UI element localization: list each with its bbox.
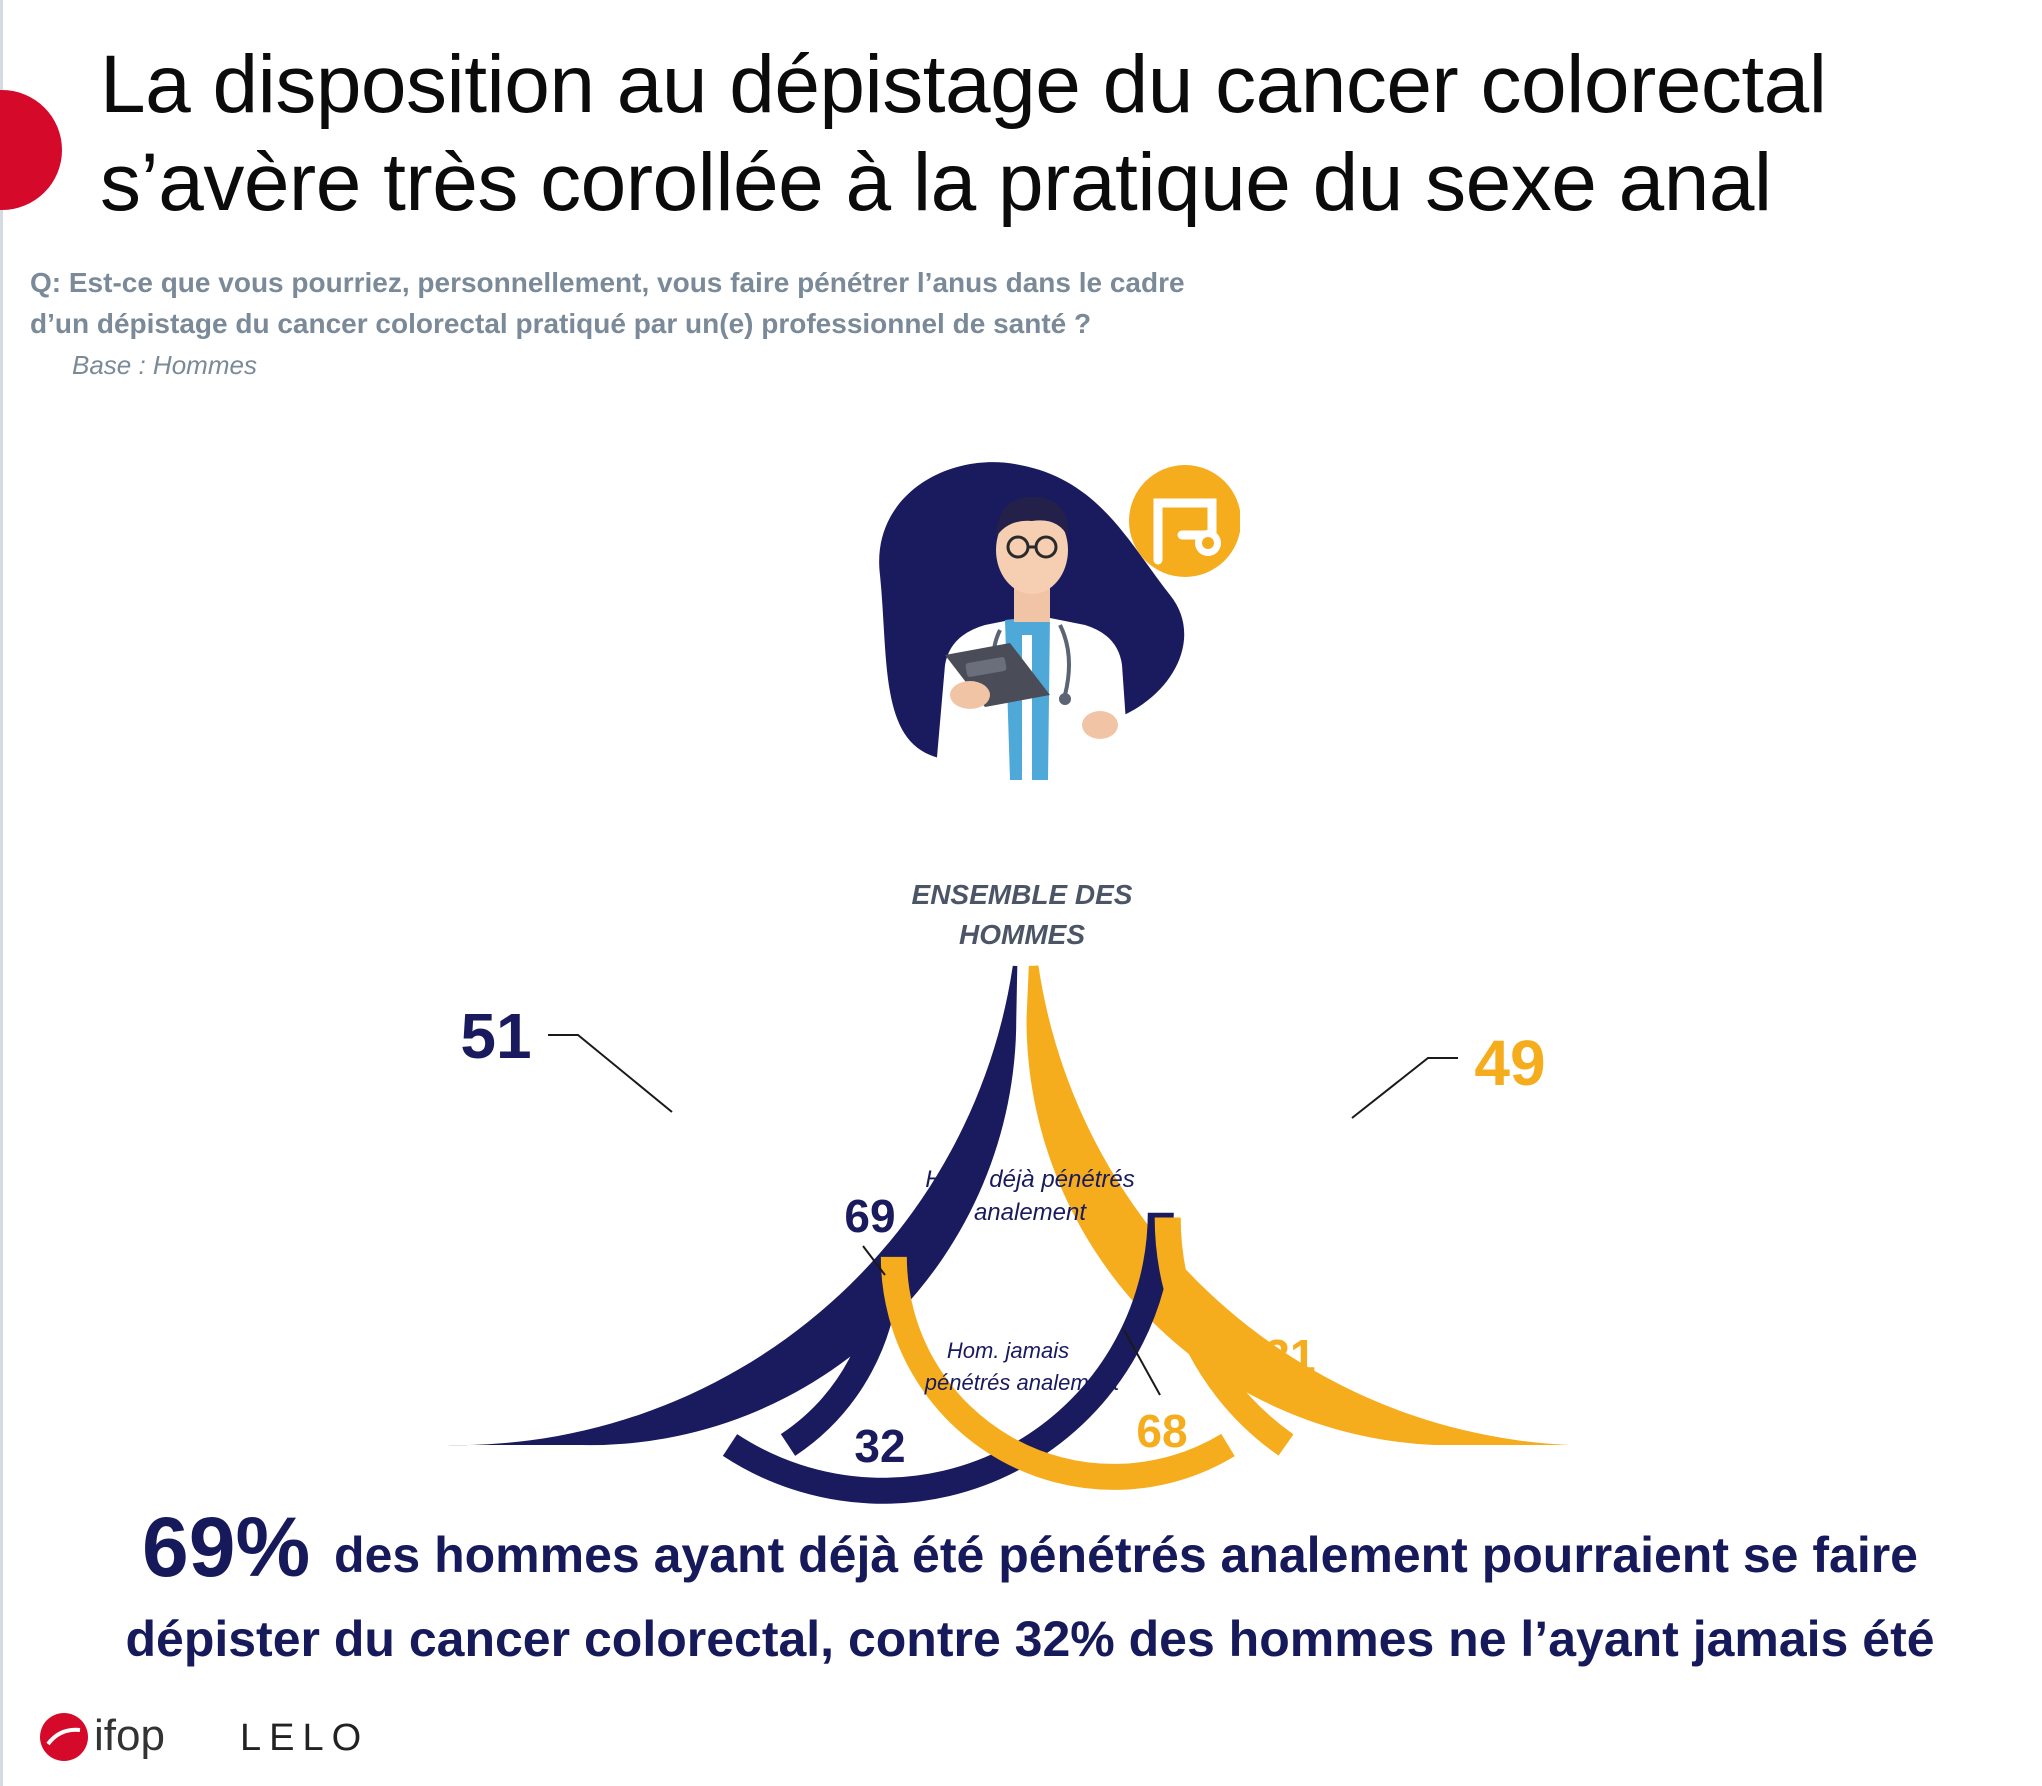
page-title: La disposition au dépistage du cancer co… — [100, 36, 2000, 232]
middle-series-label-line-2: analement — [974, 1199, 1087, 1226]
conclusion-text-2: dépister du cancer colorectal, contre 32… — [125, 1611, 1935, 1667]
title-line-1: La disposition au dépistage du cancer co… — [100, 39, 1827, 130]
inner-series-label-line-2: pénétrés analement — [924, 1370, 1120, 1395]
base-note: Base : Hommes — [72, 350, 257, 380]
conclusion: 69% des hommes ayant déjà été pénétrés a… — [40, 1505, 2020, 1681]
conclusion-highlight: 69% — [142, 1500, 311, 1594]
middle-value-navy: 69 — [844, 1190, 895, 1242]
title-line-2: s’avère très corollée à la pratique du s… — [100, 137, 1772, 228]
leader-line-outer-gold — [1351, 1057, 1458, 1119]
conclusion-text-1: des hommes ayant déjà été pénétrés anale… — [334, 1527, 1918, 1583]
ensemble-label-line-2: HOMMES — [959, 919, 1085, 950]
doctor-icon — [935, 496, 1130, 780]
left-border-rule — [0, 0, 3, 1786]
inner-value-navy: 32 — [854, 1420, 905, 1472]
inner-value-gold: 68 — [1136, 1405, 1187, 1457]
middle-value-gold: 31 — [1264, 1330, 1315, 1382]
ifop-logo-mark — [40, 1713, 88, 1761]
leader-line-inner-gold — [1123, 1329, 1161, 1396]
lelo-logo: LELO — [240, 1717, 369, 1759]
doctor-illustration — [879, 462, 1240, 780]
middle-series-label-line-1: Hom. déjà pénétrés — [925, 1166, 1134, 1193]
ensemble-label-bubble — [894, 862, 1150, 966]
question-line-1: Q: Est-ce que vous pourriez, personnelle… — [30, 267, 1185, 298]
leader-line-middle-navy — [862, 1245, 886, 1276]
inner-series-label-line-1: Hom. jamais — [947, 1338, 1069, 1363]
middle-segment-gold — [1154, 1217, 1294, 1456]
inner-segment-gold — [880, 1256, 1235, 1490]
outer-segment-gold — [1026, 883, 1570, 1445]
ensemble-label-line-1: ENSEMBLE DES — [912, 879, 1133, 910]
survey-question: Q: Est-ce que vous pourriez, personnelle… — [30, 262, 1530, 344]
footer-logos: ifop LELO — [40, 1711, 369, 1761]
ifop-logo: ifop — [94, 1711, 165, 1760]
outer-value-gold: 49 — [1474, 1027, 1545, 1099]
outer-value-navy: 51 — [460, 1000, 531, 1072]
question-line-2: d’un dépistage du cancer colorectal prat… — [30, 308, 1092, 339]
leader-line-outer-navy — [548, 1034, 673, 1113]
